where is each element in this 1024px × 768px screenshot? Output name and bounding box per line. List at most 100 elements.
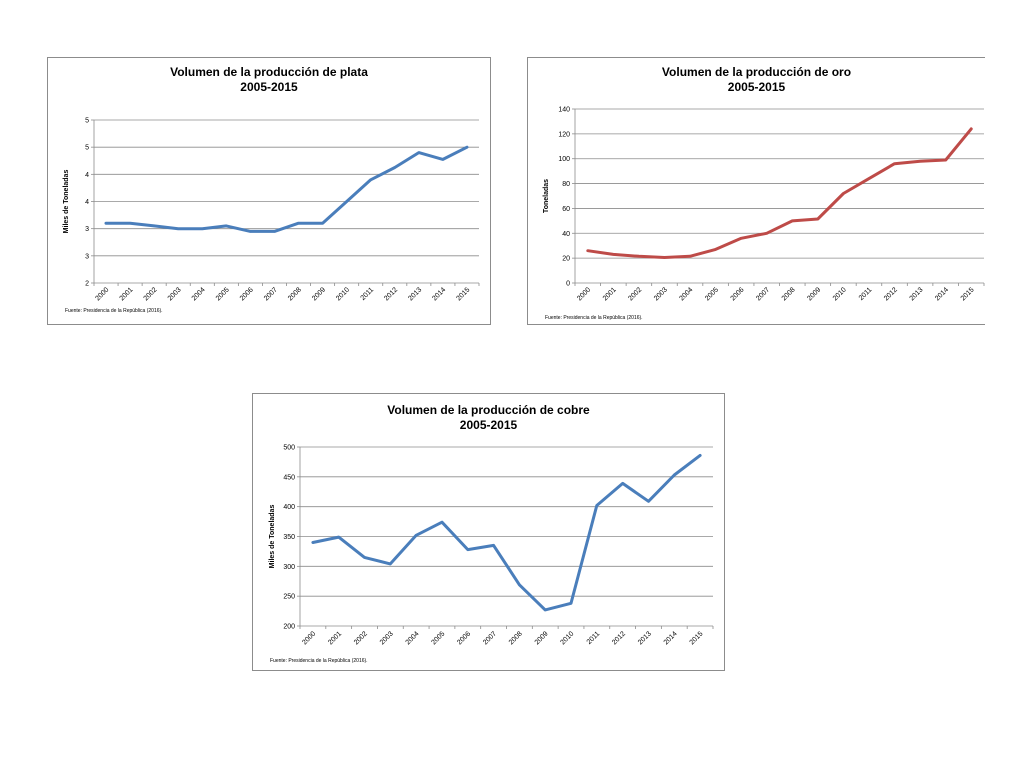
data-point [518, 583, 521, 587]
y-tick-label: 3 [85, 253, 89, 260]
source-note: Fuente: Presidencia de la República (201… [545, 315, 643, 321]
x-tick-label: 2015 [689, 630, 705, 646]
source-note: Fuente: Presidencia de la República (201… [270, 658, 368, 664]
x-tick-label: 2007 [755, 286, 771, 302]
y-tick-label: 60 [562, 206, 570, 213]
data-point [698, 454, 702, 457]
data-point [465, 145, 469, 149]
chart-title-line: 2005-2015 [460, 418, 518, 432]
x-tick-label: 2005 [430, 630, 446, 646]
x-tick-label: 2011 [586, 630, 602, 646]
y-tick-label: 250 [283, 594, 295, 601]
data-point [337, 535, 340, 539]
x-tick-label: 2006 [730, 286, 746, 302]
y-tick-label: 80 [562, 181, 570, 188]
chart-title-line: Volumen de la producción de oro [662, 65, 851, 79]
y-tick-label: 120 [558, 131, 570, 138]
data-point [297, 222, 300, 225]
data-point [363, 556, 366, 559]
y-tick-label: 450 [283, 474, 295, 481]
x-tick-label: 2014 [431, 286, 447, 302]
data-point [177, 227, 180, 230]
data-point [369, 178, 372, 181]
x-tick-label: 2002 [627, 286, 643, 302]
data-point [273, 230, 276, 233]
data-point [586, 249, 589, 252]
x-tick-label: 2000 [301, 630, 317, 646]
data-point [621, 482, 624, 485]
x-tick-label: 2001 [119, 286, 135, 302]
series-line [586, 127, 973, 259]
y-axis-label: Toneladas [543, 179, 550, 213]
data-point [321, 222, 324, 225]
data-point [765, 232, 768, 235]
y-tick-label: 2 [85, 281, 89, 288]
y-tick-label: 500 [283, 445, 295, 452]
x-tick-label: 2004 [191, 286, 207, 302]
chart-title-line: Volumen de la producción de plata [170, 65, 368, 79]
y-tick-label: 300 [283, 564, 295, 571]
series-line [311, 453, 702, 612]
x-tick-label: 2014 [663, 630, 679, 646]
x-tick-label: 2005 [704, 286, 720, 302]
data-point [842, 192, 845, 195]
x-tick-label: 2000 [94, 286, 110, 302]
y-axis-label: Miles de Toneladas [269, 505, 276, 569]
x-tick-label: 2013 [637, 630, 653, 646]
x-tick-label: 2010 [335, 286, 351, 302]
x-tick-label: 2008 [508, 630, 524, 646]
x-tick-label: 2011 [858, 286, 874, 302]
data-point [595, 504, 599, 507]
chart-title-line: Volumen de la producción de cobre [387, 403, 590, 417]
data-point [791, 219, 794, 223]
x-tick-label: 2008 [287, 286, 303, 302]
data-point [393, 166, 396, 169]
x-tick-label: 2004 [678, 286, 694, 302]
y-tick-label: 350 [283, 534, 295, 541]
data-point [918, 160, 922, 163]
data-point [663, 256, 666, 259]
y-tick-label: 400 [283, 504, 295, 511]
y-tick-label: 3 [85, 226, 89, 233]
data-point [492, 544, 495, 547]
x-tick-label: 2014 [934, 286, 950, 302]
chart-plata: Volumen de la producción de plata 2005-20… [47, 57, 491, 325]
y-tick-label: 140 [558, 107, 570, 114]
x-tick-label: 2009 [806, 286, 822, 302]
y-axis-label: Miles de Toneladas [63, 170, 70, 234]
data-point [970, 127, 973, 131]
chart-title-line: 2005-2015 [240, 80, 298, 94]
x-tick-label: 2013 [909, 286, 925, 302]
x-tick-label: 2002 [143, 286, 159, 302]
x-tick-label: 2000 [576, 286, 592, 302]
x-tick-label: 2003 [167, 286, 183, 302]
x-tick-label: 2009 [311, 286, 327, 302]
x-tick-label: 2007 [263, 286, 279, 302]
chart-oro: Volumen de la producción de oro 2005-2015… [527, 57, 985, 325]
x-tick-label: 2002 [353, 630, 369, 646]
y-tick-label: 4 [85, 199, 89, 206]
data-point [569, 602, 573, 605]
y-tick-label: 20 [562, 256, 570, 263]
y-tick-label: 0 [566, 281, 570, 288]
data-point [389, 562, 392, 566]
x-tick-label: 2015 [455, 286, 471, 302]
x-tick-label: 2013 [407, 286, 423, 302]
data-point [673, 473, 676, 477]
x-tick-label: 2006 [239, 286, 255, 302]
chart-plata-svg: Volumen de la producción de plata2005-20… [63, 65, 480, 314]
data-point [128, 222, 132, 225]
data-point [441, 158, 445, 161]
x-tick-label: 2008 [781, 286, 797, 302]
data-point [152, 224, 156, 228]
x-tick-label: 2015 [960, 286, 976, 302]
chart-cobre: Volumen de la producción de cobre 2005-20… [252, 393, 725, 671]
x-tick-label: 2012 [611, 630, 627, 646]
x-tick-label: 2003 [653, 286, 669, 302]
x-tick-label: 2005 [215, 286, 231, 302]
data-point [944, 158, 947, 162]
data-point [249, 230, 252, 233]
series-line [104, 145, 469, 233]
x-tick-label: 2006 [456, 630, 472, 646]
y-tick-label: 40 [562, 231, 570, 238]
